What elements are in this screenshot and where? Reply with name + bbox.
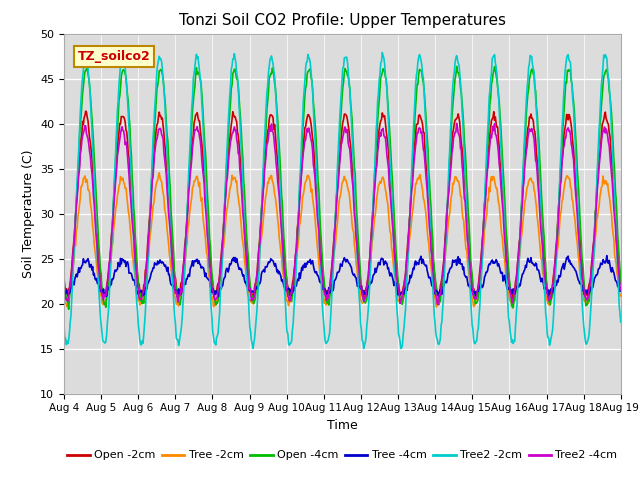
Open -4cm <box>411 116 419 121</box>
Tree -2cm <box>509 305 516 311</box>
Tree2 -4cm <box>434 302 442 308</box>
Open -2cm <box>60 276 68 281</box>
Line: Tree2 -2cm: Tree2 -2cm <box>64 53 621 348</box>
Text: TZ_soilco2: TZ_soilco2 <box>78 50 150 63</box>
Open -2cm <box>128 205 136 211</box>
Tree2 -2cm <box>127 181 135 187</box>
Tree2 -4cm <box>214 294 221 300</box>
Title: Tonzi Soil CO2 Profile: Upper Temperatures: Tonzi Soil CO2 Profile: Upper Temperatur… <box>179 13 506 28</box>
Tree2 -4cm <box>70 241 78 247</box>
Open -4cm <box>128 174 136 180</box>
Tree -4cm <box>70 282 78 288</box>
Open -4cm <box>428 205 435 211</box>
Tree -2cm <box>428 264 435 269</box>
Tree2 -2cm <box>184 193 192 199</box>
Open -2cm <box>428 228 435 234</box>
Open -4cm <box>71 228 79 234</box>
Open -2cm <box>82 108 90 114</box>
Tree -4cm <box>617 288 625 294</box>
Open -2cm <box>70 236 78 241</box>
Tree2 -2cm <box>412 83 419 88</box>
Tree -2cm <box>411 190 419 196</box>
Tree -4cm <box>214 288 221 294</box>
Open -4cm <box>65 306 72 312</box>
Tree2 -2cm <box>617 319 625 325</box>
Legend: Open -2cm, Tree -2cm, Open -4cm, Tree -4cm, Tree2 -2cm, Tree2 -4cm: Open -2cm, Tree -2cm, Open -4cm, Tree -4… <box>63 446 622 465</box>
Tree -2cm <box>156 170 163 176</box>
Tree2 -2cm <box>70 248 78 254</box>
Open -2cm <box>214 280 222 286</box>
Tree -4cm <box>603 253 611 259</box>
Open -4cm <box>452 63 460 69</box>
Tree2 -4cm <box>452 120 460 126</box>
Line: Open -4cm: Open -4cm <box>64 66 621 309</box>
Open -2cm <box>509 296 517 301</box>
Line: Tree2 -4cm: Tree2 -4cm <box>64 123 621 305</box>
Line: Tree -4cm: Tree -4cm <box>64 256 621 299</box>
Tree -2cm <box>127 239 135 244</box>
Y-axis label: Soil Temperature (C): Soil Temperature (C) <box>22 149 35 278</box>
Tree2 -4cm <box>127 206 135 212</box>
Tree2 -4cm <box>426 233 434 239</box>
Tree2 -2cm <box>378 50 386 56</box>
Tree -4cm <box>60 290 68 296</box>
Tree2 -2cm <box>360 346 367 351</box>
Tree2 -2cm <box>214 333 221 338</box>
Open -4cm <box>214 298 222 303</box>
Tree -2cm <box>185 222 193 228</box>
Open -2cm <box>617 281 625 287</box>
Tree2 -4cm <box>184 207 192 213</box>
Tree -4cm <box>426 275 434 281</box>
Tree2 -4cm <box>617 287 625 293</box>
Tree -2cm <box>70 256 78 262</box>
Open -2cm <box>411 141 419 146</box>
Tree -2cm <box>214 291 222 297</box>
Tree -4cm <box>472 296 480 301</box>
Open -4cm <box>60 276 68 282</box>
Tree2 -4cm <box>60 286 68 291</box>
Tree -4cm <box>410 266 418 272</box>
Line: Tree -2cm: Tree -2cm <box>64 173 621 308</box>
Tree2 -4cm <box>410 159 418 165</box>
Tree2 -2cm <box>60 324 68 329</box>
Open -4cm <box>185 180 193 186</box>
Open -2cm <box>185 183 193 189</box>
X-axis label: Time: Time <box>327 419 358 432</box>
Tree -4cm <box>184 273 192 278</box>
Tree -2cm <box>617 293 625 299</box>
Tree2 -2cm <box>428 263 436 268</box>
Open -4cm <box>617 280 625 286</box>
Tree -4cm <box>127 271 135 276</box>
Tree -2cm <box>60 297 68 302</box>
Line: Open -2cm: Open -2cm <box>64 111 621 299</box>
